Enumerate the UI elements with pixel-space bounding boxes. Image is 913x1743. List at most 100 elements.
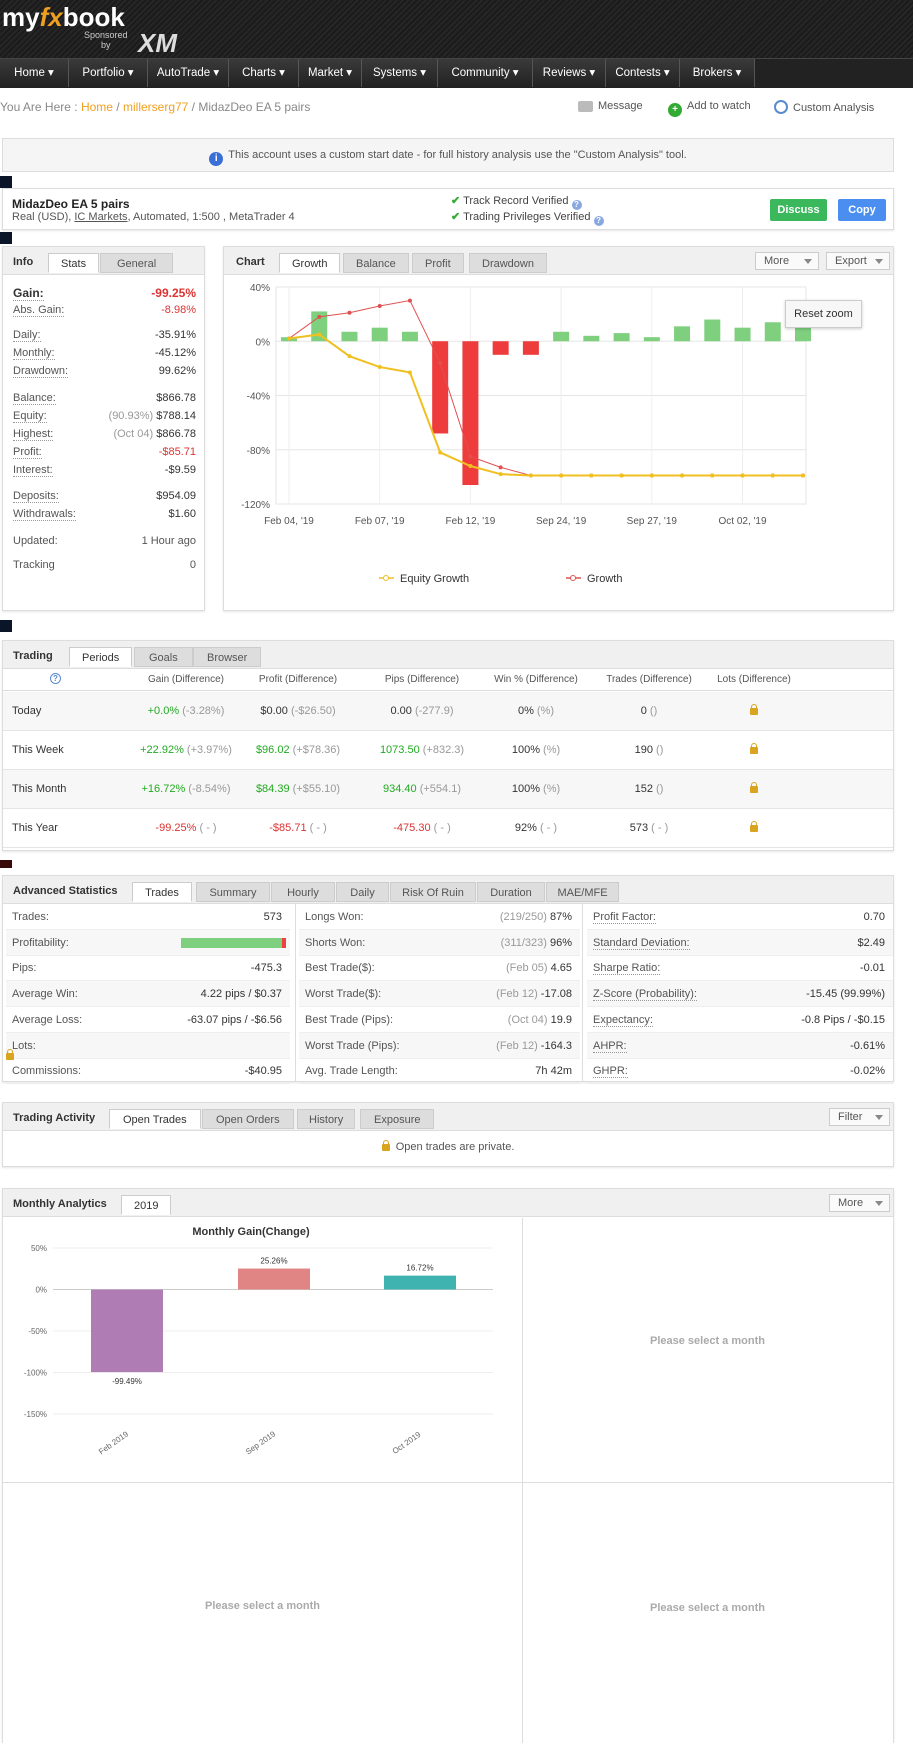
tab-profit[interactable]: Profit — [412, 253, 464, 273]
nav-item-2[interactable]: AutoTrade ▾ — [148, 59, 229, 87]
tab-risk-of-ruin[interactable]: Risk Of Ruin — [390, 882, 476, 902]
growth-bar[interactable] — [311, 311, 328, 342]
stat-label[interactable]: Expectancy: — [593, 1013, 653, 1027]
copy-button[interactable]: Copy — [838, 199, 886, 221]
nav-item-8[interactable]: Contests ▾ — [606, 59, 680, 87]
growth-bar[interactable] — [432, 341, 449, 434]
tab-open-trades[interactable]: Open Trades — [109, 1109, 201, 1129]
monthly-more-dropdown[interactable]: More — [829, 1194, 890, 1212]
series-point[interactable] — [317, 332, 322, 337]
stat-label[interactable]: Profit Factor: — [593, 911, 656, 924]
growth-bar[interactable] — [522, 341, 539, 355]
tab-open-orders[interactable]: Open Orders — [202, 1109, 294, 1129]
series-point[interactable] — [377, 365, 382, 370]
tab-periods[interactable]: Periods — [69, 647, 133, 667]
breadcrumb-home[interactable]: Home — [80, 100, 113, 114]
series-point[interactable] — [407, 370, 412, 375]
help-icon[interactable]: ? — [50, 673, 61, 684]
custom-analysis-link[interactable]: Custom Analysis — [774, 100, 874, 114]
series-point[interactable] — [468, 454, 473, 459]
series-point[interactable] — [801, 473, 805, 478]
sponsor-logo[interactable]: XM — [138, 28, 177, 58]
tab-browser[interactable]: Browser — [193, 647, 262, 667]
series-point[interactable] — [498, 465, 503, 470]
series-point[interactable] — [649, 473, 654, 478]
tab-duration[interactable]: Duration — [477, 882, 545, 902]
tab-goals[interactable]: Goals — [134, 647, 193, 667]
series-point[interactable] — [619, 473, 624, 478]
growth-bar[interactable] — [734, 327, 751, 342]
series-point[interactable] — [287, 336, 291, 341]
nav-item-7[interactable]: Reviews ▾ — [533, 59, 606, 87]
monthly-bar[interactable] — [384, 1275, 456, 1290]
series-point[interactable] — [740, 473, 745, 478]
trading-column-header[interactable]: Profit (Difference) — [258, 674, 338, 685]
tab-stats[interactable]: Stats — [48, 253, 100, 273]
growth-bar[interactable] — [704, 319, 721, 342]
nav-item-1[interactable]: Portfolio ▾ — [69, 59, 148, 87]
growth-bar[interactable] — [613, 333, 630, 342]
series-point[interactable] — [347, 310, 352, 315]
growth-bar[interactable] — [341, 331, 358, 342]
nav-item-4[interactable]: Market ▾ — [299, 59, 362, 87]
tab-exposure[interactable]: Exposure — [360, 1109, 435, 1129]
series-point[interactable] — [468, 464, 473, 469]
tab-growth[interactable]: Growth — [279, 253, 341, 273]
legend-growth[interactable]: Growth — [587, 573, 622, 585]
discuss-button[interactable]: Discuss — [770, 199, 827, 221]
broker-link[interactable]: IC Markets — [74, 211, 128, 223]
more-dropdown[interactable]: More — [755, 252, 819, 270]
tab-summary[interactable]: Summary — [196, 882, 270, 902]
tab-trades[interactable]: Trades — [132, 882, 192, 902]
series-point[interactable] — [710, 473, 715, 478]
add-to-watch-link[interactable]: + Add to watch — [668, 100, 751, 117]
nav-item-0[interactable]: Home ▾ — [0, 59, 69, 87]
nav-item-3[interactable]: Charts ▾ — [229, 59, 299, 87]
tab-hourly[interactable]: Hourly — [271, 882, 335, 902]
help-icon[interactable]: ? — [571, 200, 582, 210]
monthly-bar[interactable] — [238, 1268, 310, 1290]
monthly-bar[interactable] — [91, 1289, 163, 1373]
breadcrumb-user[interactable]: millerserg77 — [122, 100, 189, 114]
tab-balance[interactable]: Balance — [343, 253, 409, 273]
growth-bar[interactable] — [462, 341, 479, 486]
growth-bar[interactable] — [371, 327, 388, 342]
nav-item-6[interactable]: Community ▾ — [438, 59, 533, 87]
series-point[interactable] — [559, 473, 564, 478]
series-point[interactable] — [589, 473, 594, 478]
filter-dropdown[interactable]: Filter — [829, 1108, 890, 1126]
series-point[interactable] — [438, 360, 443, 365]
tab-daily[interactable]: Daily — [336, 882, 389, 902]
growth-bar[interactable] — [401, 331, 418, 342]
message-link[interactable]: Message — [578, 100, 643, 112]
series-point[interactable] — [498, 472, 503, 477]
tab-mae-mfe[interactable]: MAE/MFE — [546, 882, 619, 902]
help-icon[interactable]: ? — [593, 216, 604, 226]
trading-column-header[interactable]: Trades (Difference) — [606, 674, 692, 685]
growth-bar[interactable] — [764, 322, 781, 342]
legend-equity-growth[interactable]: Equity Growth — [400, 573, 469, 585]
series-point[interactable] — [528, 473, 533, 478]
trading-column-header[interactable]: Pips (Difference) — [384, 674, 460, 685]
nav-item-5[interactable]: Systems ▾ — [362, 59, 438, 87]
growth-bar[interactable] — [674, 326, 691, 342]
growth-bar[interactable] — [553, 331, 570, 342]
stat-label[interactable]: GHPR: — [593, 1065, 628, 1079]
tab-general[interactable]: General — [100, 253, 174, 273]
trading-column-header[interactable]: Win % (Difference) — [494, 674, 578, 685]
tab-2019[interactable]: 2019 — [121, 1195, 172, 1215]
export-dropdown[interactable]: Export — [826, 252, 890, 270]
trading-column-header[interactable]: Lots (Difference) — [717, 674, 791, 685]
series-point[interactable] — [438, 450, 443, 455]
series-point[interactable] — [407, 298, 412, 303]
stat-label[interactable]: Standard Deviation: — [593, 936, 690, 950]
trading-column-header[interactable]: Gain (Difference) — [148, 674, 224, 685]
growth-bar[interactable] — [643, 337, 660, 342]
reset-zoom-button[interactable]: Reset zoom — [785, 300, 862, 328]
stat-label[interactable]: Sharpe Ratio: — [593, 962, 661, 976]
series-point[interactable] — [770, 473, 775, 478]
growth-bar[interactable] — [583, 335, 600, 342]
tab-drawdown[interactable]: Drawdown — [469, 253, 547, 273]
series-point[interactable] — [347, 354, 352, 359]
stat-label[interactable]: AHPR: — [593, 1039, 627, 1053]
